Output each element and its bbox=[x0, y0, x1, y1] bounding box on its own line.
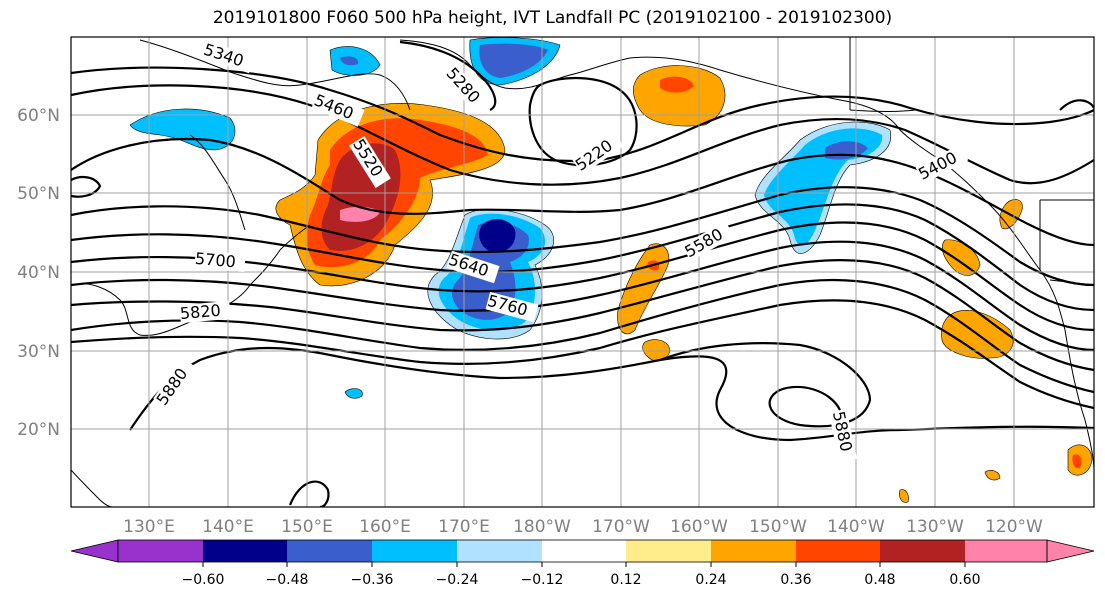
contour-line bbox=[71, 203, 1094, 312]
border-line bbox=[849, 109, 916, 112]
contour-line bbox=[71, 240, 1094, 352]
ivt-negative-region bbox=[479, 43, 548, 78]
lat-label: 30°N bbox=[17, 342, 60, 362]
colorbar-segment bbox=[118, 540, 203, 562]
lon-label: 130°W bbox=[906, 517, 964, 537]
colorbar-tick-label: 0.24 bbox=[695, 572, 726, 588]
colorbar-tick-label: −0.48 bbox=[266, 572, 309, 588]
colorbar-segment bbox=[880, 540, 965, 562]
lon-label: 170°W bbox=[592, 517, 650, 537]
contour-label: 5700 bbox=[194, 249, 236, 271]
colorbar-tick-label: −0.12 bbox=[521, 572, 564, 588]
lon-label: 120°W bbox=[985, 517, 1043, 537]
lat-label: 40°N bbox=[17, 263, 60, 283]
coastline bbox=[139, 39, 411, 111]
contour-line bbox=[1059, 99, 1094, 111]
colorbar-tick-label: −0.24 bbox=[436, 572, 479, 588]
colorbar-segment bbox=[711, 540, 796, 562]
border-line bbox=[1049, 279, 1094, 286]
map-frame bbox=[70, 36, 1095, 508]
ivt-positive-region bbox=[984, 470, 1001, 481]
ivt-positive-region bbox=[1072, 454, 1082, 469]
ivt-positive-region bbox=[632, 65, 726, 127]
ivt-positive-region bbox=[899, 489, 909, 503]
contour-label: 5820 bbox=[179, 301, 221, 323]
colorbar-segment bbox=[287, 540, 372, 562]
contour-line bbox=[659, 342, 872, 428]
colorbar-tick-label: 0.36 bbox=[780, 572, 811, 588]
contour-line bbox=[71, 175, 102, 198]
colorbar-extend-max bbox=[1046, 539, 1095, 563]
contour-line bbox=[71, 278, 1094, 394]
colorbar-segment bbox=[372, 540, 457, 562]
lon-label: 150°E bbox=[281, 517, 333, 537]
contour-line bbox=[528, 77, 638, 167]
longitude-labels: 130°E 140°E 150°E 160°E 170°E 180°W 170°… bbox=[123, 517, 1043, 537]
contour-line bbox=[71, 84, 1094, 186]
colorbar-segment bbox=[965, 540, 1047, 562]
colorbar-segment bbox=[203, 540, 287, 562]
contour-line bbox=[71, 299, 1094, 410]
colorbar-tick-label: 0.12 bbox=[610, 572, 641, 588]
colorbar-segment bbox=[796, 540, 880, 562]
colorbar-segment bbox=[626, 540, 711, 562]
coastline bbox=[399, 39, 1094, 471]
lon-label: 150°W bbox=[749, 517, 807, 537]
contour-line bbox=[71, 259, 1094, 372]
contour-line bbox=[71, 186, 1094, 287]
ivt-negative-region bbox=[344, 388, 363, 399]
coastline bbox=[189, 134, 246, 231]
contour-line bbox=[71, 221, 1094, 332]
latitude-labels: 60°N 50°N 40°N 30°N 20°N bbox=[17, 106, 60, 440]
colorbar-tick-label: 0.60 bbox=[949, 572, 980, 588]
lon-label: 180°W bbox=[513, 517, 571, 537]
colorbar-extend-min bbox=[70, 539, 119, 563]
lon-label: 140°W bbox=[827, 517, 885, 537]
lon-label: 160°E bbox=[359, 517, 411, 537]
ivt-negative-region bbox=[340, 56, 359, 66]
contour-line bbox=[129, 346, 1094, 442]
gridlines bbox=[71, 37, 1094, 507]
lat-label: 20°N bbox=[17, 420, 60, 440]
colorbar-segment bbox=[457, 540, 542, 562]
contour-line bbox=[71, 66, 1094, 163]
lat-label: 60°N bbox=[17, 106, 60, 126]
colorbar-segment bbox=[542, 540, 626, 562]
colorbar-tick-label: −0.36 bbox=[351, 572, 394, 588]
colorbar-tick-label: 0.48 bbox=[864, 572, 895, 588]
colorbar: −0.60 −0.48 −0.36 −0.24 −0.12 0.12 0.24 … bbox=[70, 539, 1095, 588]
ivt-negative-region bbox=[479, 218, 516, 253]
ivt-positive-region bbox=[660, 76, 694, 93]
lon-label: 130°E bbox=[123, 517, 175, 537]
lat-label: 50°N bbox=[17, 184, 60, 204]
lon-label: 140°E bbox=[202, 517, 254, 537]
lon-label: 160°W bbox=[670, 517, 728, 537]
lon-label: 170°E bbox=[438, 517, 490, 537]
contour-line bbox=[288, 480, 330, 507]
colorbar-tick-label: −0.60 bbox=[182, 572, 225, 588]
map-title: 2019101800 F060 500 hPa height, IVT Land… bbox=[212, 8, 893, 28]
